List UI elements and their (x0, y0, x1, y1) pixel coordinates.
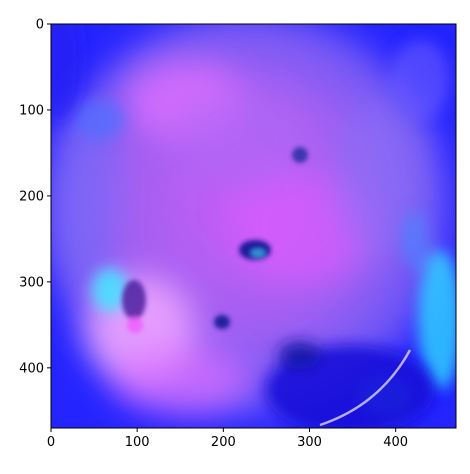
y-tick-label: 200 (19, 189, 44, 204)
image-area (51, 24, 456, 428)
x-tick-label: 300 (297, 435, 322, 450)
x-tick-label: 400 (383, 435, 408, 450)
x-axis: 0 100 200 300 400 (47, 428, 408, 450)
axes-frame (50, 23, 457, 429)
image-spots (122, 147, 308, 333)
y-tick-label: 400 (19, 361, 44, 376)
image-dark-layer (51, 24, 435, 428)
y-tick-label: 0 (36, 18, 44, 33)
x-tick-label: 0 (47, 435, 55, 450)
x-tick-label: 200 (211, 435, 236, 450)
y-axis: 0 100 200 300 400 (19, 18, 51, 376)
y-tick-label: 100 (19, 103, 44, 118)
x-tick-label: 100 (125, 435, 150, 450)
image-arc (319, 349, 412, 427)
y-tick-label: 300 (19, 275, 44, 290)
